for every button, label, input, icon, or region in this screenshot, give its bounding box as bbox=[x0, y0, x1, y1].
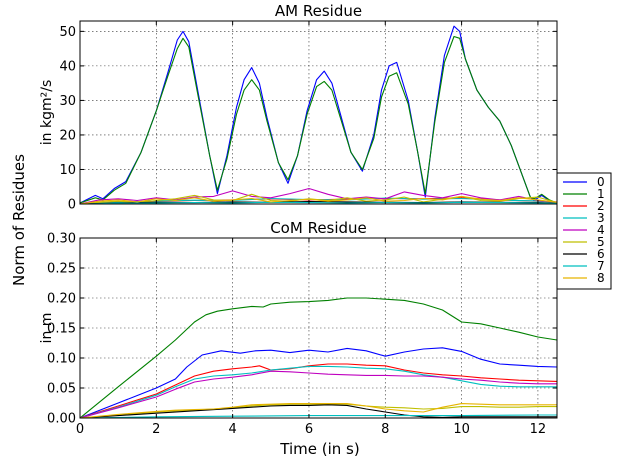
series-line-6 bbox=[80, 404, 557, 418]
legend-label: 1 bbox=[597, 187, 605, 201]
x-tick-label: 8 bbox=[381, 422, 389, 437]
series-line-2 bbox=[80, 363, 557, 418]
plot-frame bbox=[79, 20, 558, 205]
series-group bbox=[80, 297, 557, 418]
series-line-1 bbox=[80, 297, 557, 418]
y-tick-label: 20 bbox=[59, 128, 76, 143]
legend-frame bbox=[556, 172, 612, 290]
series-line-8 bbox=[80, 403, 557, 418]
legend-label: 2 bbox=[597, 199, 605, 213]
y-tick-label: 0.20 bbox=[47, 292, 76, 307]
series-line-4 bbox=[80, 370, 557, 418]
series-line-0 bbox=[80, 25, 557, 204]
com-residue-panel: 0 2 4 6 8 10 12 0.00 0.05 0.10 0.15 0.20 0.25 0.30 CoM… bbox=[39, 219, 558, 437]
y-tick-label: 0.25 bbox=[47, 262, 76, 277]
series-group bbox=[80, 25, 557, 204]
legend-label: 7 bbox=[597, 259, 605, 273]
x-tick-label: 10 bbox=[453, 422, 470, 437]
series-line-8 bbox=[80, 195, 557, 204]
legend-label: 3 bbox=[597, 211, 605, 225]
shared-y-axis-label: Norm of Residues bbox=[10, 154, 28, 286]
series-line-4 bbox=[80, 187, 557, 204]
y-tick-label: 40 bbox=[59, 59, 76, 74]
legend-label: 5 bbox=[597, 235, 605, 249]
x-tick-label: 2 bbox=[152, 422, 160, 437]
y-tick-label: 0.00 bbox=[47, 412, 76, 427]
series-line-7 bbox=[80, 414, 557, 418]
series-line-7 bbox=[80, 201, 557, 204]
legend-label: 6 bbox=[597, 247, 605, 261]
y-tick-label: 0.10 bbox=[47, 352, 76, 367]
am-residue-panel: 0 10 20 30 40 50 AM Residue in kgm²/s bbox=[39, 2, 558, 213]
y-tick-label: 0.05 bbox=[47, 382, 76, 397]
series-line-3 bbox=[80, 365, 557, 418]
x-tick-label: 12 bbox=[530, 422, 547, 437]
x-tick-label: 4 bbox=[228, 422, 236, 437]
y-tick-label: 0.30 bbox=[47, 232, 76, 247]
legend-label: 8 bbox=[597, 271, 605, 285]
series-line-5 bbox=[80, 403, 557, 418]
y-tick-label: 50 bbox=[59, 25, 76, 40]
series-line-0 bbox=[80, 347, 557, 418]
legend-label: 4 bbox=[597, 223, 605, 237]
y-tick-label: 30 bbox=[59, 94, 76, 109]
chart-title: CoM Residue bbox=[270, 219, 367, 237]
y-axis-label: in m bbox=[39, 313, 55, 344]
x-tick-label: 0 bbox=[76, 422, 84, 437]
chart-title: AM Residue bbox=[275, 2, 362, 20]
series-line-1 bbox=[80, 35, 557, 204]
y-tick-label: 0 bbox=[68, 198, 76, 213]
y-axis-label: in kgm²/s bbox=[39, 80, 55, 145]
y-tick-label: 10 bbox=[59, 163, 76, 178]
x-tick-label: 6 bbox=[305, 422, 313, 437]
legend-label: 0 bbox=[597, 175, 605, 189]
x-axis-label: Time (in s) bbox=[279, 440, 359, 458]
y-tick-label: 0.15 bbox=[47, 322, 76, 337]
